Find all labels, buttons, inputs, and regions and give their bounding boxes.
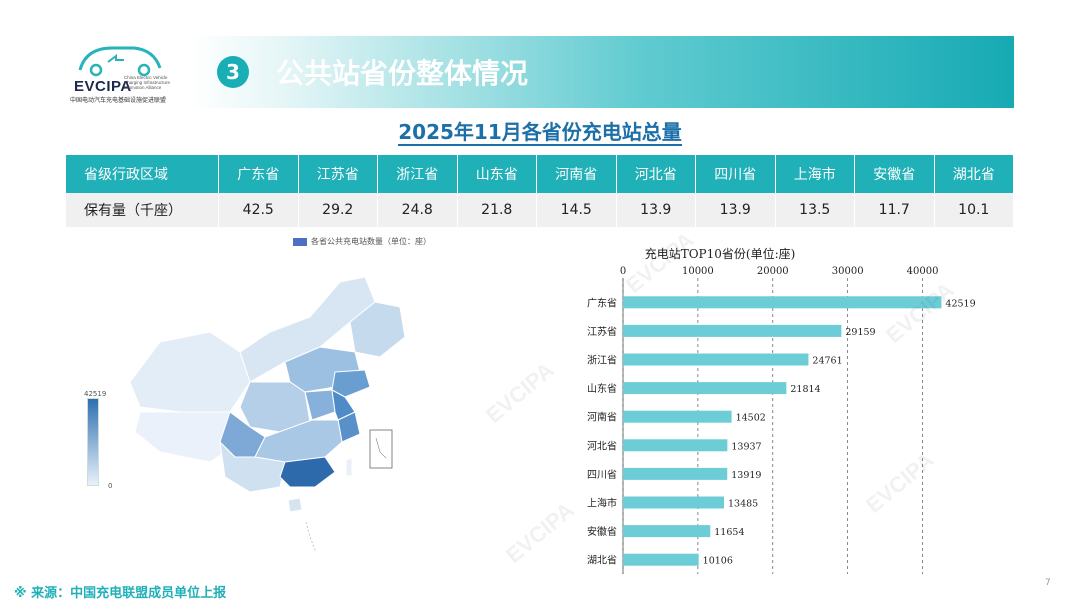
table-value-cell: 13.5	[775, 193, 855, 227]
table-province-cell: 广东省	[218, 155, 299, 193]
table-value-cell: 24.8	[377, 193, 458, 227]
table-province-cell: 浙江省	[377, 155, 458, 193]
y-category-label: 河北省	[587, 439, 617, 452]
table-province-cell: 上海市	[775, 155, 855, 193]
y-category-label: 浙江省	[587, 354, 617, 367]
bar	[623, 525, 711, 538]
x-tick-label: 20000	[757, 266, 789, 277]
bar-value-label: 13937	[731, 441, 761, 452]
logo-chinese-name: 中国电动汽车充电基础设施促进联盟	[70, 97, 167, 104]
table-value-label: 保有量（千座）	[66, 193, 219, 227]
top10-bar-chart: 充电站TOP10省份(单位:座) 0 10000 20000 30000 40000 广东…	[587, 246, 976, 574]
logo-subtitle: China Electric Vehicle Charging Infrastr…	[124, 75, 171, 90]
map-region-henan	[304, 389, 336, 421]
bar	[623, 467, 728, 480]
bar-value-label: 11654	[714, 527, 744, 538]
map-region-shandong	[331, 369, 371, 398]
table-province-cell: 安徽省	[854, 155, 935, 193]
bar	[623, 553, 699, 566]
x-tick-label: 10000	[682, 266, 714, 277]
table-value-cell: 42.5	[218, 193, 299, 227]
chart-title: 充电站TOP10省份(单位:座)	[645, 246, 796, 261]
map-region-hainan	[287, 497, 303, 513]
table-province-cell: 四川省	[695, 155, 776, 193]
logo-text: EVCIPA	[74, 78, 132, 95]
y-category-label: 广东省	[587, 296, 617, 309]
south-china-sea-inset	[369, 429, 393, 469]
bar-value-label: 13485	[728, 499, 758, 510]
y-category-label: 湖北省	[587, 554, 617, 567]
evcipa-logo-icon	[78, 46, 162, 77]
table-province-cell: 江苏省	[298, 155, 378, 193]
bar	[623, 496, 724, 509]
bar	[623, 410, 732, 423]
bar	[623, 324, 842, 337]
visualmap-max-label: 42519	[84, 390, 107, 398]
map-region-northwest	[129, 331, 251, 413]
bar-value-label: 24761	[812, 356, 842, 367]
bar	[623, 296, 942, 309]
map-region-taiwan	[345, 457, 353, 477]
y-category-label: 安徽省	[587, 525, 617, 538]
table-header-row: 省级行政区域 广东省 江苏省 浙江省 山东省 河南省 河北省 四川省 上海市 安…	[66, 155, 1014, 193]
bar-value-label: 10106	[703, 556, 733, 567]
table-value-row: 保有量（千座） 42.5 29.2 24.8 21.8 14.5 13.9 13…	[66, 193, 1014, 227]
map-region-guangdong	[279, 456, 336, 488]
table-row-header-label: 省级行政区域	[66, 155, 219, 193]
table-value-cell: 10.1	[934, 193, 1014, 227]
y-category-label: 山东省	[587, 382, 617, 395]
x-tick-label: 0	[620, 266, 626, 277]
province-table: 省级行政区域 广东省 江苏省 浙江省 山东省 河南省 河北省 四川省 上海市 安…	[66, 155, 1014, 227]
bar-value-label: 14502	[736, 413, 766, 424]
bar-value-label: 42519	[945, 298, 975, 309]
map-legend-label: 各省公共充电站数量（单位：座）	[311, 237, 431, 246]
section-title: 公共站省份整体情况	[276, 57, 529, 90]
y-category-label: 上海市	[587, 497, 617, 510]
visualmap-min-label: 0	[108, 482, 113, 490]
china-choropleth-map	[129, 276, 406, 553]
table-province-cell: 山东省	[457, 155, 537, 193]
watermark-text: EVCIPA	[481, 357, 559, 428]
page-number: 7	[1045, 578, 1051, 588]
y-category-label: 四川省	[587, 468, 617, 481]
table-value-cell: 14.5	[536, 193, 617, 227]
table-value-cell: 13.9	[616, 193, 696, 227]
source-note: ※ 来源：中国充电联盟成员单位上报	[14, 586, 227, 601]
table-title: 2025年11月各省份充电站总量	[0, 116, 1080, 146]
table-value-cell: 13.9	[695, 193, 776, 227]
map-legend-swatch	[293, 238, 307, 246]
bar	[623, 353, 809, 366]
y-category-label: 江苏省	[587, 325, 617, 338]
x-tick-label: 30000	[832, 266, 864, 277]
y-category-label: 河南省	[587, 411, 617, 424]
table-province-cell: 河北省	[616, 155, 696, 193]
bar	[623, 439, 728, 452]
visualmap-gradient-bar[interactable]	[87, 398, 99, 486]
bar-value-label: 13919	[731, 470, 761, 481]
bar-value-label: 21814	[790, 384, 820, 395]
table-title-text: 2025年11月各省份充电站总量	[398, 120, 682, 146]
table-province-cell: 河南省	[536, 155, 617, 193]
table-value-cell: 29.2	[298, 193, 378, 227]
x-tick-label: 40000	[907, 266, 939, 277]
bar-value-label: 29159	[845, 327, 875, 338]
section-banner	[190, 36, 1014, 108]
table-value-cell: 21.8	[457, 193, 537, 227]
table-province-cell: 湖北省	[934, 155, 1014, 193]
section-number-badge: 3	[217, 56, 249, 88]
table-value-cell: 11.7	[854, 193, 935, 227]
bar	[623, 382, 787, 395]
